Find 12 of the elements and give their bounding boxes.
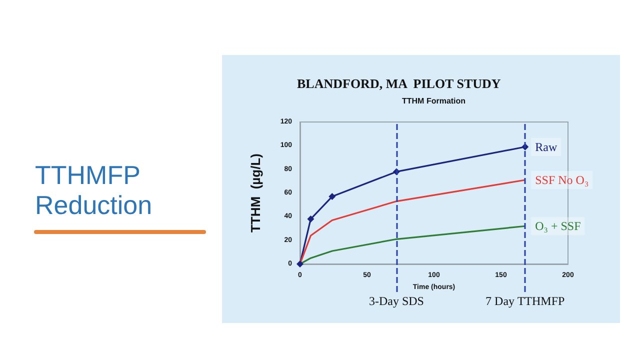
chart-subtitle: TTHM Formation <box>402 96 466 106</box>
series-label: Raw <box>535 140 558 154</box>
series-label: O₃ + SSF <box>535 219 582 234</box>
series-label: SSF No O₃ <box>535 172 589 187</box>
chart-title: BLANDFORD, MA PILOT STUDY <box>297 76 502 91</box>
ref-line-label: 7 Day TTHMFP <box>486 294 566 308</box>
point <box>296 260 304 268</box>
point <box>328 193 336 200</box>
y-axis-title: TTHM (µg/L) <box>248 154 263 232</box>
ref-line-label: 3-Day SDS <box>368 294 424 308</box>
point <box>307 216 314 223</box>
text: TTHMFP Reduction <box>35 160 152 220</box>
